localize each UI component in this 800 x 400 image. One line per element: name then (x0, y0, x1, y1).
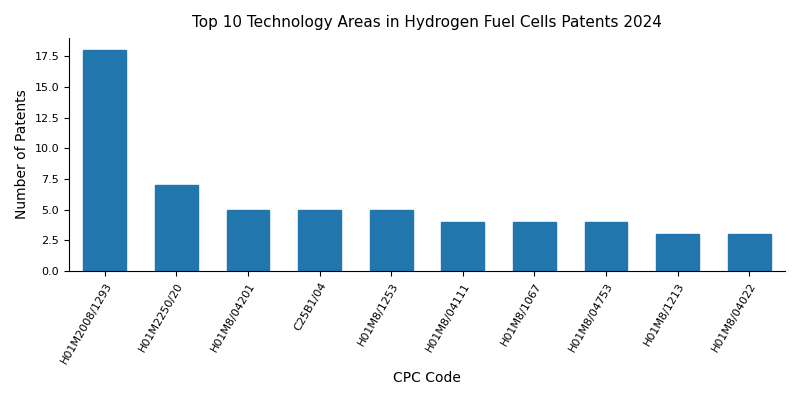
Bar (656, 234, 699, 271)
Bar (370, 210, 413, 271)
Title: Top 10 Technology Areas in Hydrogen Fuel Cells Patents 2024: Top 10 Technology Areas in Hydrogen Fuel… (192, 15, 662, 30)
Bar (442, 222, 484, 271)
Bar (728, 234, 770, 271)
Bar (83, 50, 126, 271)
Y-axis label: Number of Patents: Number of Patents (15, 90, 29, 219)
Bar (155, 185, 198, 271)
X-axis label: CPC Code: CPC Code (393, 371, 461, 385)
Bar (513, 222, 556, 271)
Bar (298, 210, 341, 271)
Bar (226, 210, 270, 271)
Bar (585, 222, 627, 271)
